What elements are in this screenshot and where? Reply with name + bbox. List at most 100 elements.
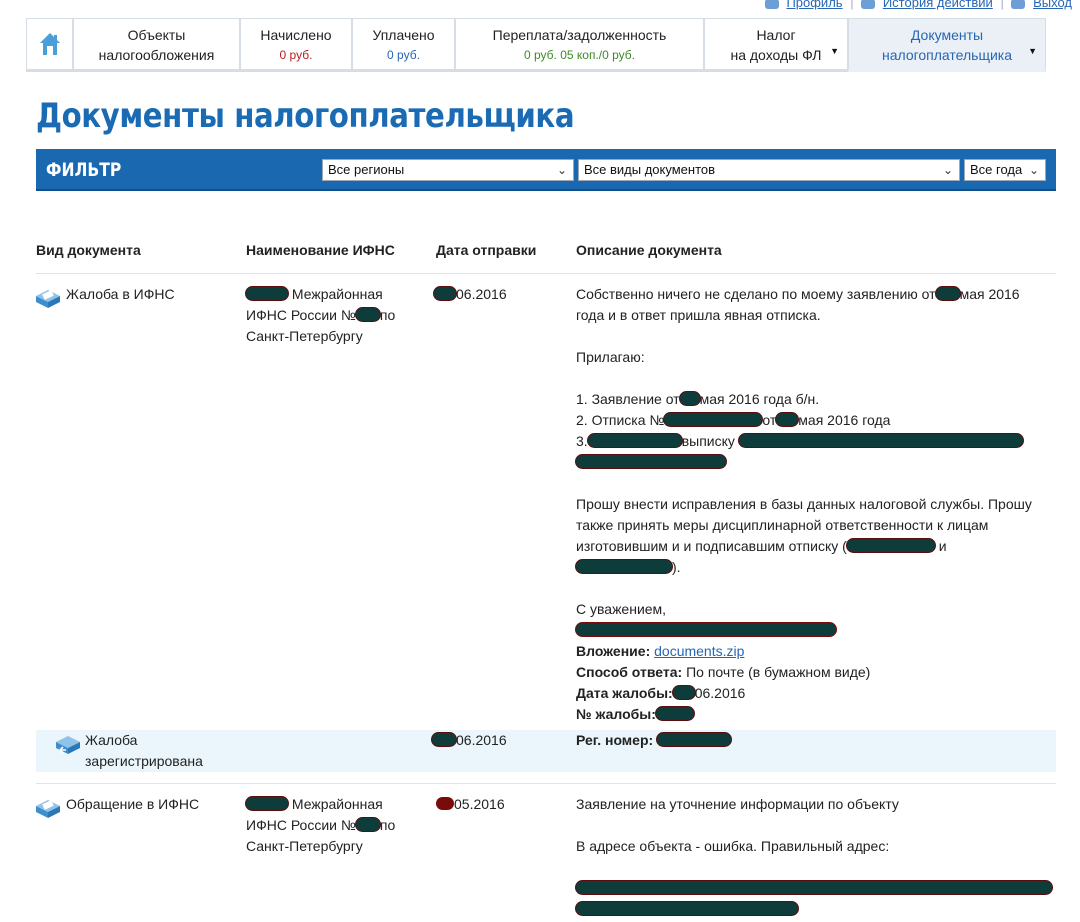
chevron-down-icon: ▼ bbox=[1028, 46, 1037, 56]
desc-text: изготовившим и и подписавшим отписку ( bbox=[576, 538, 847, 554]
history-icon bbox=[861, 0, 876, 9]
col-description: Описание документа bbox=[576, 242, 722, 258]
document-icon bbox=[36, 800, 60, 818]
ifns-line-1: Межрайонная bbox=[291, 796, 383, 812]
profile-link[interactable]: Профиль bbox=[786, 0, 843, 10]
col-ifns: Наименование ИФНС bbox=[246, 242, 395, 258]
redaction bbox=[576, 560, 672, 573]
registered-icon bbox=[56, 736, 80, 754]
redaction bbox=[246, 797, 288, 810]
nav-tabs: Объекты налогообложения Начислено 0 руб.… bbox=[26, 18, 1046, 72]
tab-charged[interactable]: Начислено 0 руб. bbox=[240, 18, 352, 72]
ifns-line-2b: по bbox=[379, 307, 396, 323]
chevron-down-icon: ▼ bbox=[830, 46, 839, 56]
filter-bar: ФИЛЬТР Все регионы ⌄ Все виды документов… bbox=[36, 149, 1056, 191]
ifns-line-2b: по bbox=[379, 817, 396, 833]
desc-text: года и в ответ пришла явная отписка. bbox=[576, 307, 821, 323]
desc-text: и bbox=[938, 538, 947, 554]
row-doc-type: Обращение в ИФНС bbox=[66, 796, 200, 812]
filter-label: ФИЛЬТР bbox=[46, 159, 122, 181]
doc-type-select[interactable]: Все виды документов ⌄ bbox=[578, 159, 960, 181]
desc-text: мая 2016 года bbox=[798, 412, 891, 428]
col-type: Вид документа bbox=[36, 242, 141, 258]
tab-objects[interactable]: Объекты налогообложения bbox=[73, 18, 240, 72]
tab-documents[interactable]: Документы налогоплательщика ▼ bbox=[848, 18, 1046, 72]
tab-documents-title: Документы bbox=[910, 27, 984, 43]
table-header: Вид документа Наименование ИФНС Дата отп… bbox=[36, 242, 1056, 274]
tab-income-tax-title: Налог bbox=[756, 27, 796, 43]
row-description: Собственно ничего не сделано по моему за… bbox=[576, 284, 1056, 725]
year-select-value: Все года bbox=[970, 162, 1023, 177]
doc-type-select-value: Все виды документов bbox=[584, 162, 716, 177]
desc-text: выписку bbox=[681, 433, 735, 449]
home-tab[interactable] bbox=[26, 18, 73, 72]
redaction bbox=[776, 413, 799, 426]
tab-paid[interactable]: Уплачено 0 руб. bbox=[352, 18, 455, 72]
tab-documents-subtitle: налогоплательщика bbox=[881, 47, 1013, 63]
redaction bbox=[664, 413, 763, 426]
redaction bbox=[436, 797, 454, 810]
row-ifns: Межрайонная ИФНС России № по Санкт-Петерб… bbox=[246, 794, 426, 857]
tab-charged-amount: 0 руб. bbox=[279, 48, 313, 62]
redaction bbox=[576, 902, 798, 915]
separator: | bbox=[850, 0, 854, 10]
row-date: 06.2016 bbox=[434, 284, 507, 305]
history-link[interactable]: История действий bbox=[882, 0, 993, 10]
tab-income-tax-subtitle: на доходы ФЛ bbox=[730, 47, 822, 63]
logout-icon bbox=[1011, 0, 1026, 9]
tab-objects-subtitle: налогообложения bbox=[98, 47, 215, 63]
col-date: Дата отправки bbox=[436, 242, 537, 258]
reply-value: По почте (в бумажном виде) bbox=[686, 664, 871, 680]
desc-text: от bbox=[762, 412, 777, 428]
tab-charged-title: Начислено bbox=[260, 27, 332, 43]
redaction bbox=[434, 287, 456, 300]
redaction bbox=[846, 539, 935, 552]
row-divider bbox=[36, 783, 1056, 784]
row-date-value: 06.2016 bbox=[456, 732, 507, 748]
desc-text: Заявление на уточнение информации по объ… bbox=[576, 796, 899, 812]
reply-label: Способ ответа: bbox=[576, 664, 683, 680]
tab-overpayment-amount: 0 руб. 05 коп./0 руб. bbox=[523, 48, 636, 62]
table-row: Жалоба зарегистрирована 06.2016 Рег. ном… bbox=[36, 730, 1056, 772]
year-select[interactable]: Все года ⌄ bbox=[964, 159, 1046, 181]
row-doc-type: Жалоба в ИФНС bbox=[66, 286, 175, 302]
profile-icon bbox=[764, 0, 779, 9]
table-row: Жалоба в ИФНС Межрайонная ИФНС России № п… bbox=[36, 284, 1056, 724]
redaction bbox=[576, 881, 1052, 894]
complaint-date-value: 06.2016 bbox=[694, 685, 746, 701]
ifns-line-1: Межрайонная bbox=[291, 286, 383, 302]
tab-overpayment-title: Переплата/задолженность bbox=[492, 27, 667, 43]
redaction bbox=[432, 733, 456, 746]
row-description: Заявление на уточнение информации по объ… bbox=[576, 794, 1056, 920]
tab-objects-title: Объекты bbox=[127, 27, 186, 43]
desc-text: 3. bbox=[576, 433, 588, 449]
sub-type-line-2: зарегистрирована bbox=[85, 753, 203, 769]
complaint-no-label: № жалобы: bbox=[576, 706, 656, 722]
redaction bbox=[679, 392, 700, 405]
row-date: 05.2016 bbox=[436, 794, 505, 815]
logout-link[interactable]: Выход bbox=[1033, 0, 1072, 10]
tab-income-tax[interactable]: Налог на доходы ФЛ ▼ bbox=[704, 18, 848, 72]
desc-text: С уважением, bbox=[576, 601, 667, 617]
desc-text: также принять меры дисциплинарной ответс… bbox=[576, 517, 989, 533]
desc-text: Прошу внести исправления в базы данных н… bbox=[576, 496, 1032, 512]
tab-paid-title: Уплачено bbox=[372, 27, 435, 43]
row-date: 06.2016 bbox=[432, 730, 507, 751]
row-description: Рег. номер: bbox=[576, 730, 732, 751]
redaction bbox=[355, 308, 380, 321]
complaint-date-label: Дата жалобы: bbox=[576, 685, 673, 701]
desc-text: Собственно ничего не сделано по моему за… bbox=[576, 286, 936, 302]
ifns-line-3: Санкт-Петербургу bbox=[246, 838, 363, 854]
ifns-line-2: ИФНС России № bbox=[246, 307, 356, 323]
tab-overpayment[interactable]: Переплата/задолженность 0 руб. 05 коп./0… bbox=[455, 18, 704, 72]
document-icon bbox=[36, 290, 60, 308]
attachment-link[interactable]: documents.zip bbox=[654, 643, 745, 659]
desc-text: ). bbox=[672, 559, 681, 575]
redaction bbox=[935, 287, 960, 300]
reg-number-label: Рег. номер: bbox=[576, 732, 654, 748]
region-select[interactable]: Все регионы ⌄ bbox=[322, 159, 574, 181]
page-title: Документы налогоплательщика bbox=[36, 96, 575, 136]
row-date-value: 05.2016 bbox=[454, 796, 505, 812]
desc-text: мая 2016 bbox=[959, 286, 1020, 302]
sub-type-line-1: Жалоба bbox=[85, 732, 138, 748]
